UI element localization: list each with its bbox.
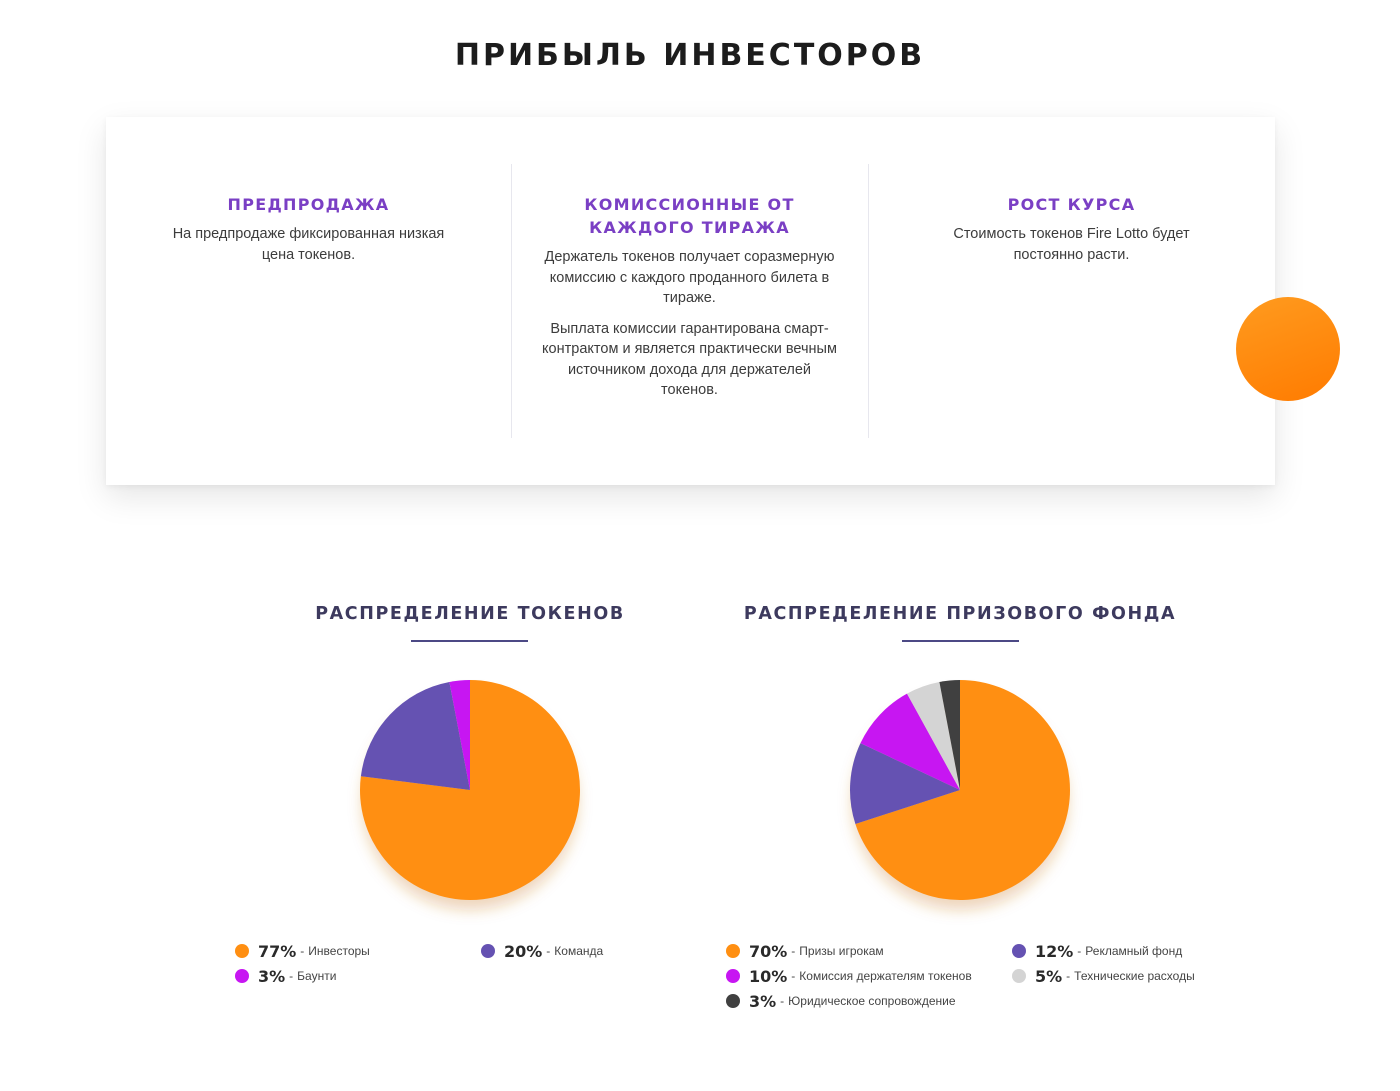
pie-slice-команда [360,681,470,790]
tokens-chart-title: РАСПРЕДЕЛЕНИЕ ТОКЕНОВ [315,604,625,624]
legend-separator: - [791,944,796,958]
legend-percent: 5% [1035,966,1063,986]
pie-slice-рекламный-фонд [850,743,960,824]
page-title: ПРИБЫЛЬ ИНВЕСТОРОВ [454,38,926,73]
legend-separator: - [780,994,785,1008]
feature-title: РОСТ КУРСА [1007,195,1136,214]
investor-benefits-card: ПРЕДПРОДАЖА На предпродаже фиксированная… [106,117,1275,485]
feature-title: КОМИССИОННЫЕ ОТ КАЖДОГО ТИРАЖА [584,195,795,237]
prize-fund-chart-title: РАСПРЕДЕЛЕНИЕ ПРИЗОВОГО ФОНДА [743,604,1177,624]
legend-label: Юридическое сопровождение [788,994,956,1008]
legend-percent: 3% [749,991,777,1011]
legend-label: Инвесторы [308,944,370,958]
legend-separator: - [1066,969,1071,983]
tokens-title-underline [411,640,528,642]
legend-percent: 77% [258,941,297,961]
pie-slice-технические-расходы [907,681,960,790]
legend-dot [235,944,249,958]
legend-label: Рекламный фонд [1085,944,1183,958]
feature-commission: КОМИССИОННЫЕ ОТ КАЖДОГО ТИРАЖА Держатель… [511,117,868,485]
legend-separator: - [289,969,294,983]
column-divider [511,164,512,438]
legend-item-технические-расходы: 5% - Технические расходы [1012,965,1195,987]
pie-slice-призы-игрокам [855,680,1070,900]
legend-dot [235,969,249,983]
feature-presale: ПРЕДПРОДАЖА На предпродаже фиксированная… [106,117,511,485]
prize-fund-pie-chart [850,680,1070,910]
feature-text: На предпродаже фиксированная низкая цена… [172,226,445,263]
column-divider [868,164,869,438]
pie-slice-юридическое-сопровождение [939,680,960,790]
legend-item-инвесторы: 77% - Инвесторы [235,940,370,962]
legend-separator: - [1077,944,1082,958]
decorative-orange-circle [1236,297,1340,401]
legend-label: Команда [554,944,604,958]
legend-dot [1012,944,1026,958]
legend-dot [1012,969,1026,983]
legend-label: Комиссия держателям токенов [799,969,972,983]
pie-slice-баунти [449,680,470,790]
pie-slice-комиссия-держателям-токенов [860,693,960,790]
legend-percent: 3% [258,966,286,986]
legend-percent: 12% [1035,941,1074,961]
feature-rate-growth: РОСТ КУРСА Стоимость токенов Fire Lotto … [868,117,1275,485]
legend-item-призы-игрокам: 70% - Призы игрокам [726,940,884,962]
legend-separator: - [300,944,305,958]
legend-dot [726,994,740,1008]
legend-separator: - [546,944,551,958]
legend-item-комиссия-держателям-токенов: 10% - Комиссия держателям токенов [726,965,972,987]
legend-separator: - [791,969,796,983]
legend-percent: 20% [504,941,543,961]
legend-item-команда: 20% - Команда [481,940,603,962]
tokens-pie-chart [360,680,580,910]
legend-dot [726,969,740,983]
prize-fund-title-underline [902,640,1019,642]
legend-label: Баунти [297,969,337,983]
legend-item-рекламный-фонд: 12% - Рекламный фонд [1012,940,1182,962]
legend-percent: 10% [749,966,788,986]
feature-text: Держатель токенов получает соразмерную к… [544,249,835,306]
legend-percent: 70% [749,941,788,961]
feature-text: Выплата комиссии гарантирована смарт-кон… [542,320,837,399]
legend-label: Технические расходы [1074,969,1195,983]
legend-item-юридическое-сопровождение: 3% - Юридическое сопровождение [726,990,956,1012]
feature-title: ПРЕДПРОДАЖА [227,195,390,214]
legend-item-баунти: 3% - Баунти [235,965,336,987]
feature-text: Стоимость токенов Fire Lotto будет посто… [953,226,1190,263]
legend-dot [726,944,740,958]
legend-label: Призы игрокам [799,944,884,958]
legend-dot [481,944,495,958]
